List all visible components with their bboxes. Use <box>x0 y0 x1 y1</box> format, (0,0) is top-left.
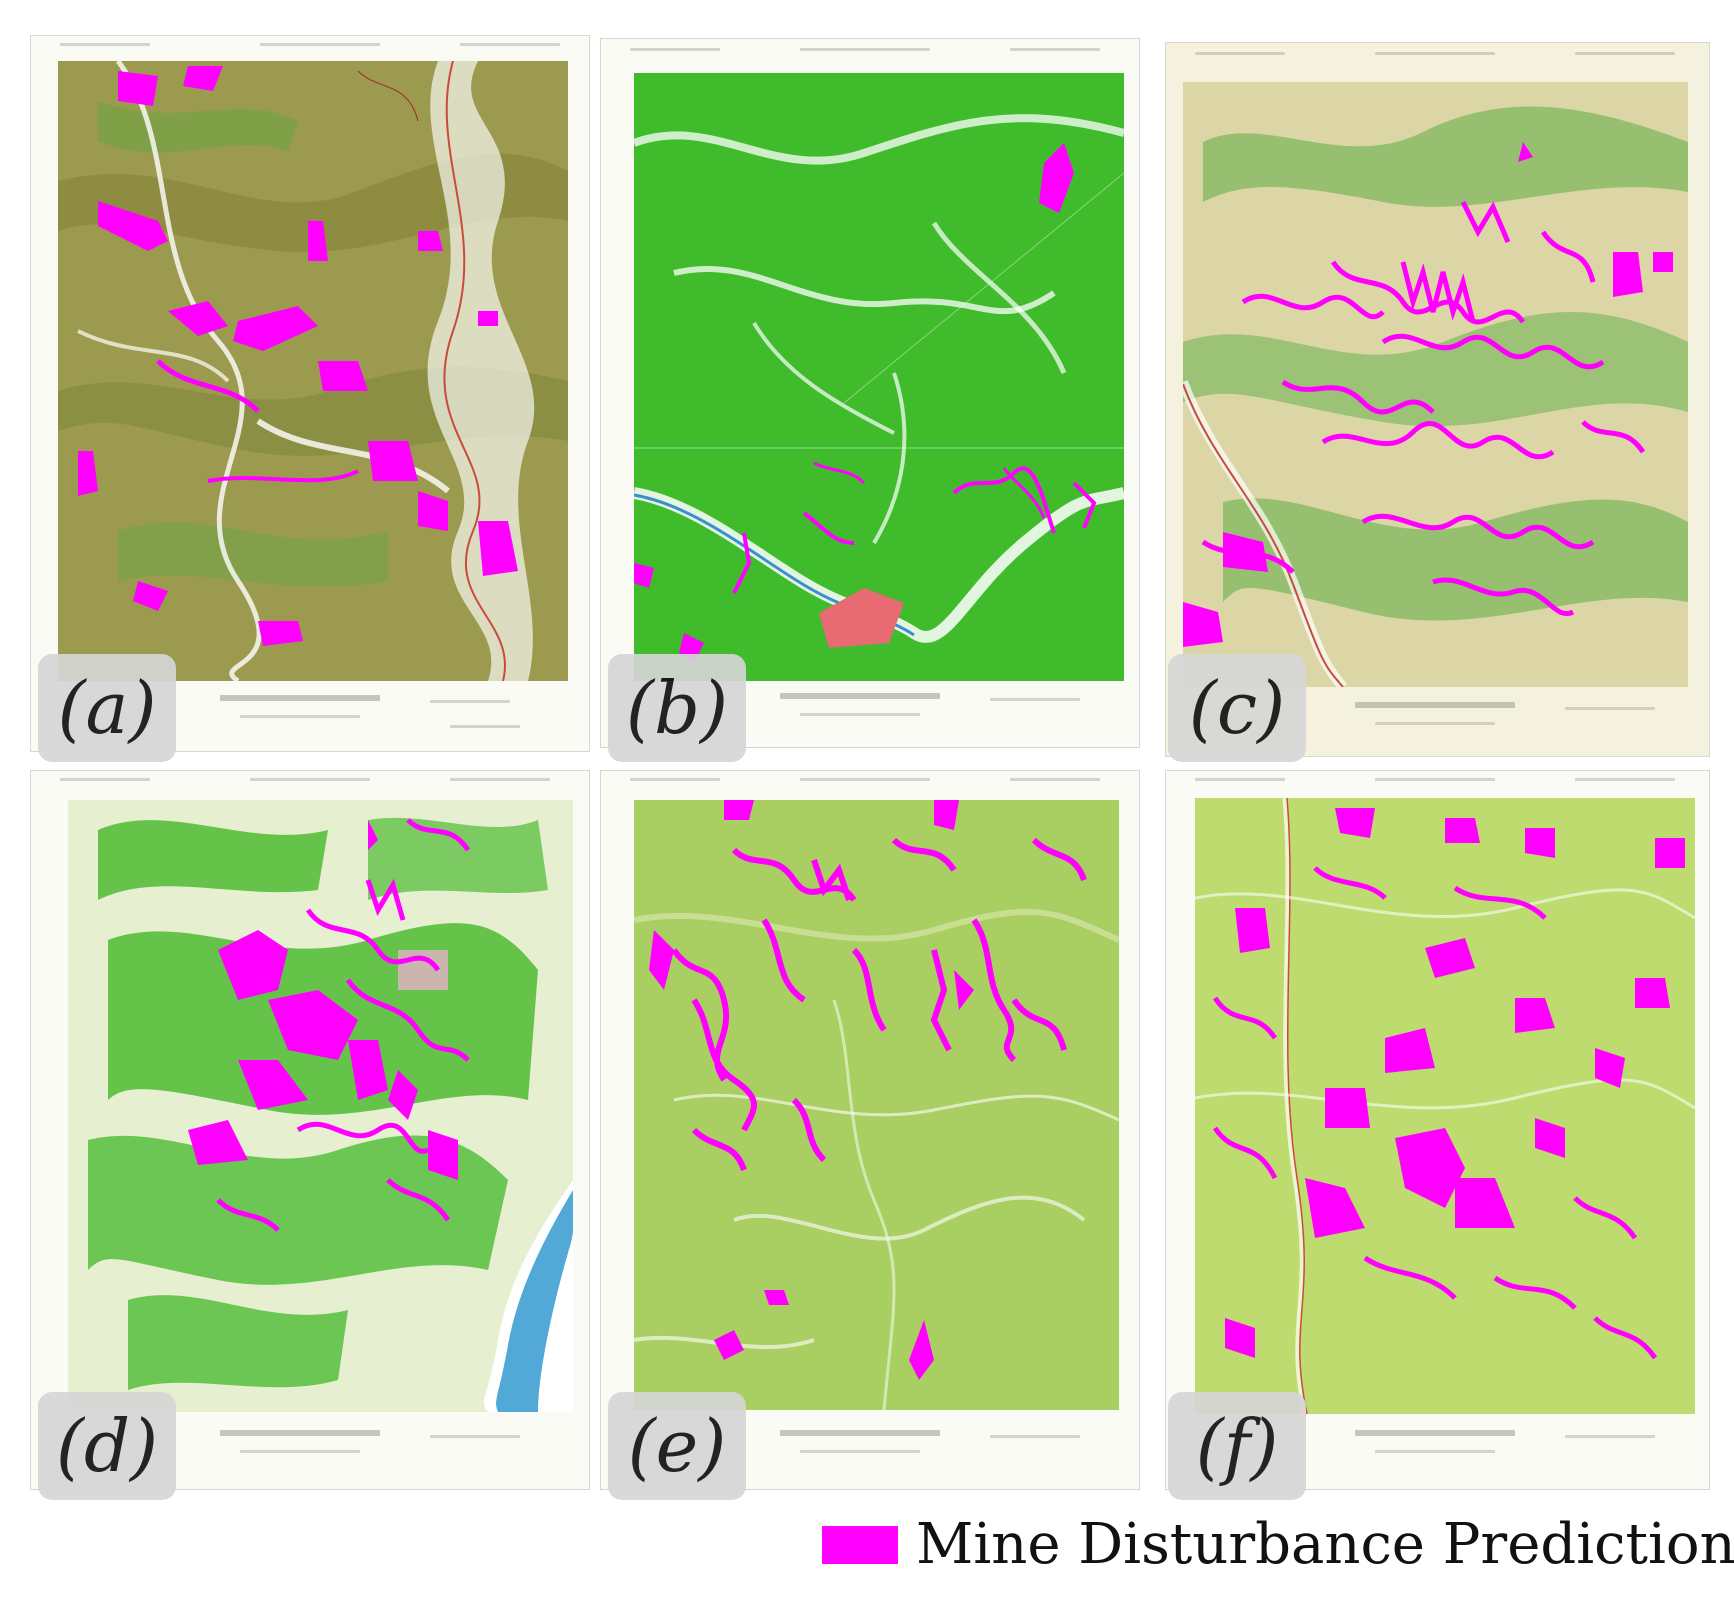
topo-map-graphic <box>634 800 1119 1410</box>
map-collar-text <box>800 1450 920 1453</box>
map-collar-text <box>220 1430 380 1436</box>
map-collar-text <box>800 713 920 716</box>
map-panel-f <box>1165 770 1710 1490</box>
map-collar-text <box>1375 1450 1495 1453</box>
topo-map-graphic <box>68 800 573 1412</box>
map-panel-e <box>600 770 1140 1490</box>
map-collar-text <box>460 43 560 46</box>
topo-map-graphic <box>1183 82 1688 687</box>
map-collar-text <box>1375 52 1495 55</box>
map-collar-text <box>800 778 930 781</box>
map-collar-text <box>630 778 720 781</box>
panel-label-f: (f) <box>1168 1392 1306 1500</box>
legend: Mine Disturbance Predictions <box>822 1510 1734 1580</box>
panel-label-text: (c) <box>1188 666 1286 750</box>
map-collar-text <box>990 698 1080 701</box>
map-collar-text <box>1575 52 1675 55</box>
panel-label-text: (e) <box>627 1404 727 1488</box>
map-collar-text <box>430 1435 520 1438</box>
map-collar-text <box>430 700 510 703</box>
map-collar-text <box>1195 778 1285 781</box>
map-collar-text <box>1575 778 1675 781</box>
map-collar-text <box>1010 778 1100 781</box>
map-collar-text <box>1565 707 1655 710</box>
map-panel-b <box>600 38 1140 748</box>
map-collar-text <box>780 693 940 699</box>
map-collar-text <box>1355 702 1515 708</box>
map-collar-text <box>990 1435 1080 1438</box>
map-collar-text <box>800 48 930 51</box>
map-panel-a <box>30 35 590 752</box>
map-collar-text <box>1375 722 1495 725</box>
topo-map-graphic <box>58 61 568 681</box>
panel-label-e: (e) <box>608 1392 746 1500</box>
panel-label-c: (c) <box>1168 654 1306 762</box>
panel-label-b: (b) <box>608 654 746 762</box>
map-collar-text <box>1375 778 1495 781</box>
legend-swatch <box>822 1526 898 1564</box>
legend-label: Mine Disturbance Predictions <box>916 1512 1734 1577</box>
topo-map-a <box>58 61 568 681</box>
map-collar-text <box>260 43 380 46</box>
map-collar-text <box>220 695 380 701</box>
map-collar-text <box>450 778 550 781</box>
topo-map-f <box>1195 798 1695 1414</box>
topo-map-graphic <box>634 73 1124 681</box>
topo-map-b <box>634 73 1124 681</box>
map-collar-text <box>1010 48 1100 51</box>
topo-map-d <box>68 800 573 1412</box>
map-collar-text <box>240 1450 360 1453</box>
panel-label-text: (d) <box>55 1404 159 1488</box>
panel-label-text: (a) <box>57 666 157 750</box>
map-collar-text <box>450 725 520 728</box>
map-collar-text <box>1565 1435 1655 1438</box>
map-collar-text <box>630 48 720 51</box>
map-panel-d <box>30 770 590 1490</box>
panel-label-a: (a) <box>38 654 176 762</box>
panel-label-d: (d) <box>38 1392 176 1500</box>
map-panel-c <box>1165 42 1710 757</box>
map-collar-text <box>780 1430 940 1436</box>
map-collar-text <box>60 43 150 46</box>
map-collar-text <box>60 778 150 781</box>
topo-map-e <box>634 800 1119 1410</box>
map-collar-text <box>1355 1430 1515 1436</box>
map-collar-text <box>1195 52 1285 55</box>
map-collar-text <box>240 715 360 718</box>
panel-label-text: (b) <box>625 666 729 750</box>
map-collar-text <box>250 778 370 781</box>
topo-map-graphic <box>1195 798 1695 1414</box>
panel-label-text: (f) <box>1195 1404 1279 1488</box>
topo-map-c <box>1183 82 1688 687</box>
